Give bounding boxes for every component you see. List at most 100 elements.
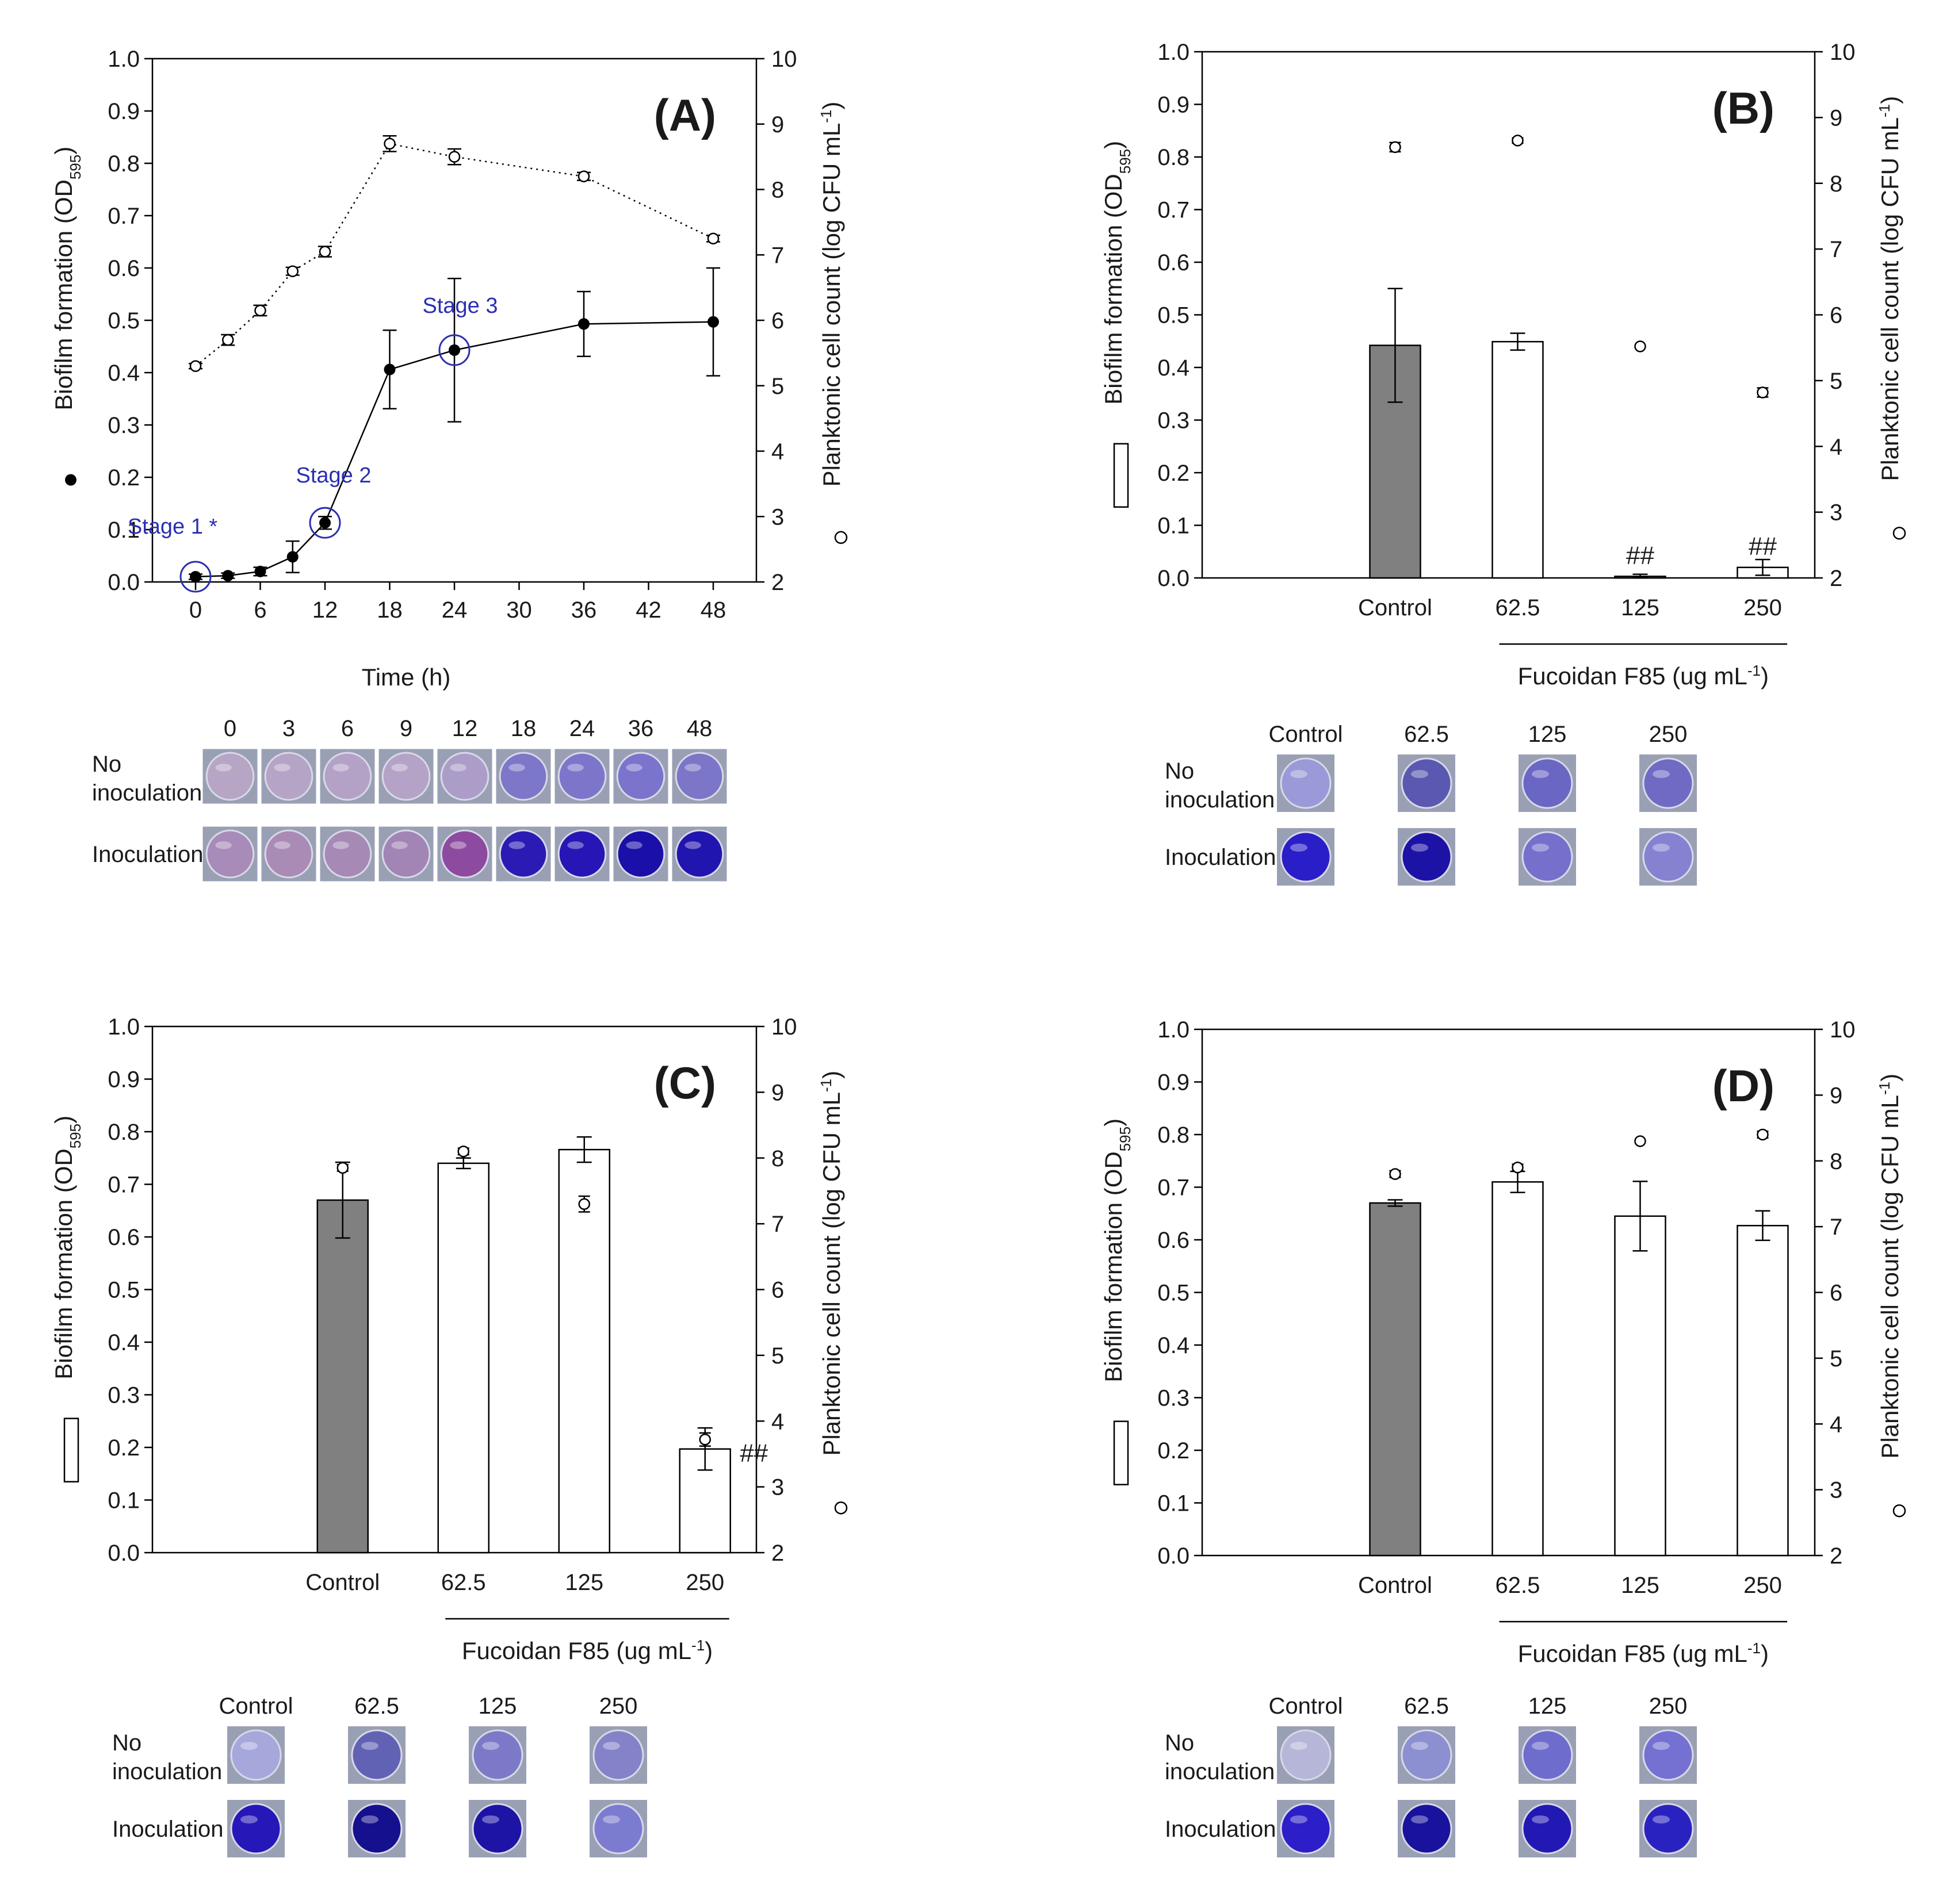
- significance-mark: ##: [1749, 532, 1777, 561]
- legend-bar-marker: [1113, 443, 1129, 508]
- well-highlight: [332, 764, 349, 772]
- well-no-inoculation: [1401, 757, 1452, 809]
- stage-circle: [438, 334, 471, 366]
- legend-filled-marker: [65, 474, 77, 486]
- x-category-label: 125: [1621, 595, 1659, 620]
- planktonic-point: [254, 304, 266, 317]
- y2-tick-label: 2: [771, 1541, 784, 1566]
- y-tick-label: 0.2: [1157, 461, 1190, 486]
- y-axis-title: Biofilm formation (OD595): [1100, 141, 1134, 405]
- well-no-inoculation: [1280, 1729, 1332, 1781]
- planktonic-point: [286, 265, 299, 277]
- biofilm-point: [449, 344, 460, 356]
- well-highlight: [274, 764, 290, 772]
- y-tick-label: 1.0: [108, 47, 140, 72]
- panel-label: (A): [654, 90, 716, 140]
- well-column-label: 62.5: [1404, 1694, 1449, 1719]
- y-tick-label: 0.6: [1157, 1228, 1190, 1253]
- well-highlight: [1653, 1815, 1670, 1823]
- well-highlight: [450, 764, 466, 772]
- well-inoculation: [230, 1803, 282, 1855]
- planktonic-point: [1512, 135, 1524, 147]
- well-highlight: [240, 1815, 258, 1823]
- y2-tick-label: 9: [771, 1080, 784, 1105]
- y-tick-label: 0.4: [1157, 355, 1190, 381]
- y-tick-label: 0.3: [108, 1383, 140, 1408]
- well-highlight: [1532, 770, 1549, 778]
- well-inoculation: [1401, 1803, 1452, 1855]
- bar: [1491, 340, 1544, 579]
- well-column-label: 62.5: [1404, 722, 1449, 747]
- y2-tick-label: 2: [1830, 1543, 1842, 1569]
- biofilm-point: [578, 318, 590, 330]
- planktonic-point: [1634, 340, 1646, 353]
- well-inoculation: [499, 829, 548, 879]
- well-highlight: [391, 764, 408, 772]
- well-highlight: [508, 764, 525, 772]
- legend-bar-marker: [1113, 1420, 1129, 1485]
- planktonic-point: [448, 151, 461, 163]
- y2-tick-label: 4: [1830, 1412, 1842, 1437]
- well-inoculation: [1642, 1803, 1694, 1855]
- well-inoculation: [1521, 1803, 1573, 1855]
- planktonic-point: [578, 170, 590, 182]
- y-tick-label: 0.5: [108, 1278, 140, 1303]
- planktonic-point: [222, 334, 234, 346]
- well-column-label: Control: [1269, 722, 1343, 747]
- x-category-label: Control: [1358, 595, 1432, 620]
- y-tick-label: 0.0: [1157, 566, 1190, 591]
- x-axis-title: Fucoidan F85 (ug mL-1): [462, 1637, 713, 1664]
- x-category-label: Control: [305, 1570, 380, 1595]
- y2-tick-label: 4: [771, 439, 784, 465]
- well-no-inoculation: [1401, 1729, 1452, 1781]
- biofilm-point: [190, 570, 201, 583]
- x-category-label: 62.5: [1496, 595, 1540, 620]
- y2-tick-label: 10: [771, 47, 797, 72]
- well-no-inoculation: [616, 752, 666, 801]
- y-tick-label: 0.9: [108, 99, 140, 124]
- y-tick-label: 0.5: [1157, 1281, 1190, 1306]
- well-inoculation: [323, 829, 372, 879]
- y-tick-label: 0.4: [108, 1330, 140, 1355]
- x-tick-label: 0: [189, 597, 202, 623]
- panel-a: 0.0 0.1 0.2 0.3 0.4 0.5 0.6 0.7 0.8 0.9 1.0 2 3 4 5 6 7 8…: [50, 47, 848, 882]
- y2-axis-title: Planktonic cell count (log CFU mL-1): [817, 1071, 845, 1456]
- panel-c: 0.0 0.1 0.2 0.3 0.4 0.5 0.6 0.7 0.8 0.9 1.0 2 3 4 5 6 7 8…: [50, 1014, 848, 1857]
- well-no-inoculation: [230, 1729, 282, 1781]
- well-highlight: [1290, 1815, 1307, 1823]
- biofilm-point: [286, 551, 299, 563]
- well-no-inoculation: [1521, 757, 1573, 809]
- well-highlight: [1532, 844, 1549, 852]
- well-column-label: 36: [628, 716, 654, 741]
- row-label-no-inoculation: inoculation: [92, 780, 202, 806]
- y2-axis-title: Planktonic cell count (log CFU mL-1): [817, 102, 845, 487]
- y2-tick-label: 7: [771, 243, 784, 268]
- well-column-label: 24: [569, 716, 595, 741]
- well-highlight: [1532, 1742, 1549, 1750]
- well-highlight: [274, 841, 290, 849]
- bar-control: [1369, 1202, 1421, 1557]
- well-inoculation: [205, 829, 255, 879]
- well-no-inoculation: [381, 752, 431, 801]
- well-highlight: [361, 1742, 378, 1750]
- x-tick-label: 42: [636, 597, 661, 623]
- planktonic-point: [384, 137, 396, 150]
- well-highlight: [332, 841, 349, 849]
- y-tick-label: 0.5: [108, 308, 140, 334]
- y-tick-label: 1.0: [1157, 1017, 1190, 1043]
- x-tick-label: 48: [701, 597, 726, 623]
- y2-tick-label: 7: [771, 1212, 784, 1237]
- x-axis-title: Fucoidan F85 (ug mL-1): [1518, 1639, 1769, 1667]
- well-no-inoculation: [351, 1729, 403, 1781]
- x-category-label: 125: [565, 1570, 603, 1595]
- x-tick-label: 24: [442, 597, 468, 623]
- row-label-no-inoculation: No: [92, 752, 121, 777]
- y2-tick-label: 4: [771, 1409, 784, 1434]
- stage-label: Stage 3: [423, 294, 498, 318]
- planktonic-point: [457, 1146, 469, 1158]
- x-tick-label: 12: [312, 597, 338, 623]
- well-column-label: 0: [224, 716, 236, 741]
- panel-b: 0.0 0.1 0.2 0.3 0.4 0.5 0.6 0.7 0.8 0.9 1.0 2 3 4 5 6 7 8…: [1100, 40, 1906, 886]
- legend-open-marker: [834, 531, 848, 544]
- bar: [1491, 1181, 1544, 1557]
